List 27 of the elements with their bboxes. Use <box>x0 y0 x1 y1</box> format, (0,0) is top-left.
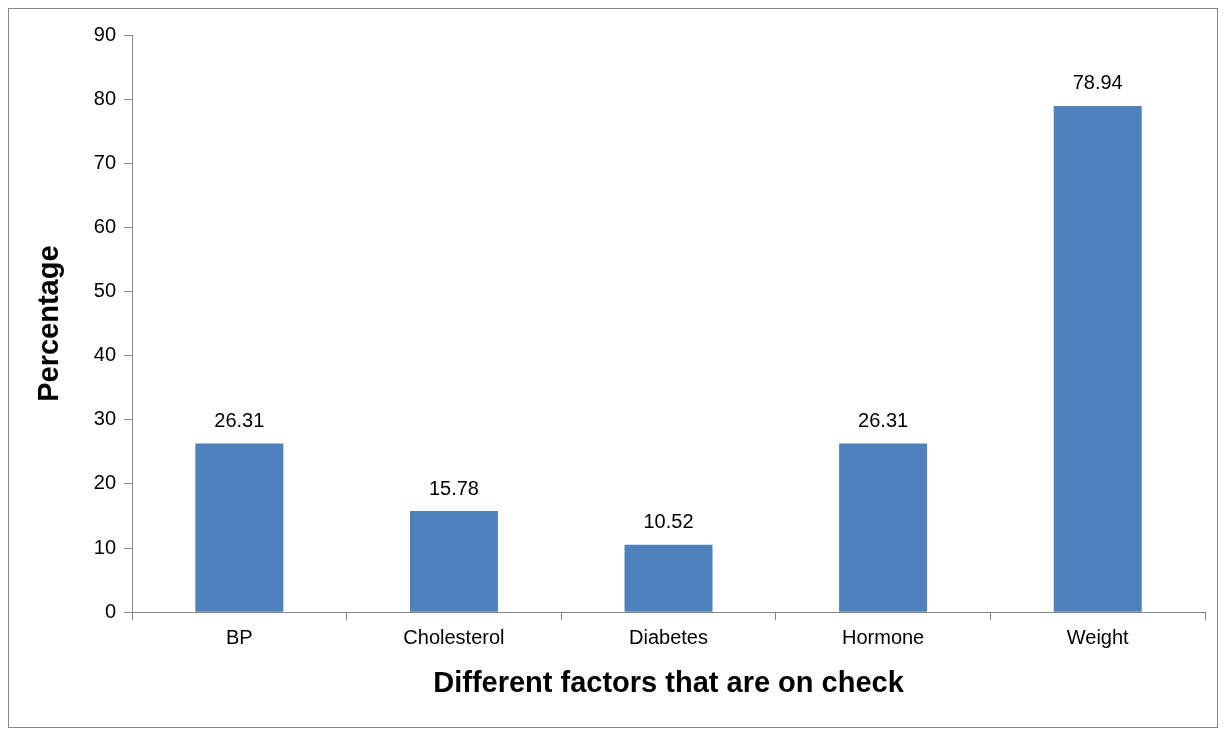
y-tick-label: 20 <box>93 471 117 494</box>
y-tick-label: 40 <box>93 343 117 366</box>
bar <box>839 443 928 612</box>
y-tick-label: 50 <box>93 279 117 302</box>
x-tick-label: Cholesterol <box>403 625 505 648</box>
x-tick-label: Diabetes <box>629 625 708 648</box>
x-tick-label: BP <box>226 625 253 648</box>
data-label: 26.31 <box>214 408 265 431</box>
bar <box>195 443 284 612</box>
x-axis-title: Different factors that are on check <box>433 665 905 698</box>
y-tick-label: 0 <box>104 599 117 622</box>
bar <box>624 544 713 612</box>
y-tick-label: 70 <box>93 150 117 173</box>
x-tick-label: Weight <box>1066 625 1130 648</box>
y-tick-label: 90 <box>93 22 117 45</box>
x-tick-label: Hormone <box>841 625 925 648</box>
y-tick-label: 30 <box>93 407 117 430</box>
data-label: 26.31 <box>858 408 909 431</box>
y-tick-label: 10 <box>93 535 117 558</box>
y-tick-label: 60 <box>93 214 117 237</box>
data-label: 10.52 <box>643 510 694 533</box>
y-tick-label: 80 <box>93 86 117 109</box>
data-label: 15.78 <box>428 476 479 499</box>
bar <box>409 511 498 612</box>
bar <box>1053 105 1142 612</box>
data-label: 78.94 <box>1072 71 1123 94</box>
y-axis-title: Percentage <box>32 245 65 402</box>
